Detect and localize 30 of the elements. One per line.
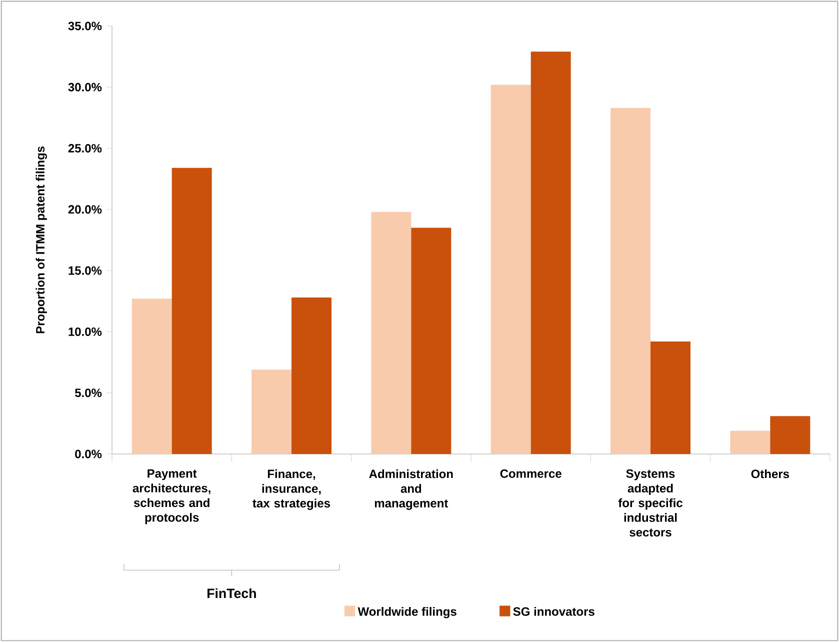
x-tick-label: Payment architectures, schemes and protocols	[132, 469, 210, 524]
bar	[132, 298, 172, 454]
bar	[490, 84, 531, 454]
y-tick-label: 20.0%	[68, 205, 102, 214]
y-tick-label: 15.0%	[68, 266, 102, 275]
bar	[252, 370, 292, 454]
y-axis-title: Proportion of ITMM patent filings	[36, 146, 47, 334]
x-tick-label: Administration and management	[369, 469, 453, 510]
x-tick-label: Systems adapted for specific industrial sectors	[618, 469, 682, 537]
bar	[530, 52, 571, 454]
y-tick-label: 0.0%	[75, 450, 102, 458]
y-tick-label: 30.0%	[68, 82, 102, 92]
x-tick-label: Finance, insurance, tax strategies	[252, 469, 330, 510]
text: FinTech	[208, 588, 256, 598]
bar	[730, 430, 770, 454]
legend-label: SG innovators	[513, 606, 594, 616]
y-tick-label: 5.0%	[74, 388, 102, 398]
bar	[650, 341, 690, 454]
y-tick-label: 25.0%	[68, 144, 102, 153]
bar	[610, 108, 650, 454]
bar	[292, 297, 332, 454]
bar	[770, 416, 810, 454]
legend-label: Worldwide filings	[358, 606, 456, 618]
x-tick-label: Commerce	[500, 469, 562, 478]
x-tick-label: Others	[751, 469, 790, 478]
y-tick-label: 35.0%	[68, 22, 102, 30]
y-tick-label: 10.0%	[68, 327, 102, 336]
bar	[371, 212, 412, 454]
bar	[172, 168, 212, 454]
bar	[411, 228, 452, 454]
